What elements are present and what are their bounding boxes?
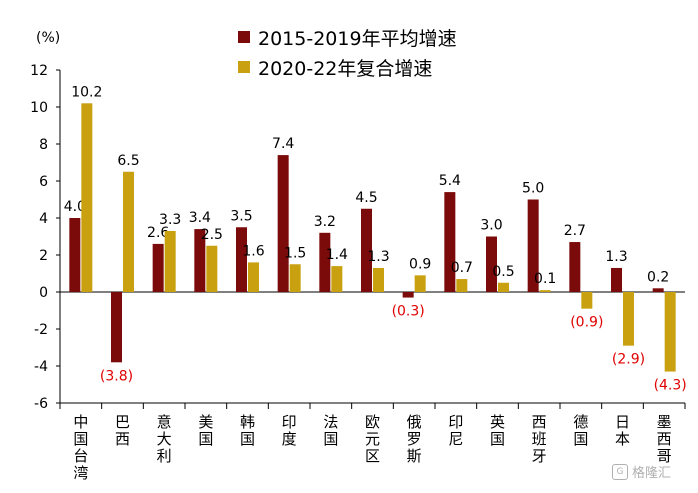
bar-s2-0 — [81, 103, 93, 292]
bar-s1-12 — [569, 242, 581, 292]
legend-label-series-1: 2015-2019年平均增速 — [258, 27, 457, 50]
bar-s1-6 — [319, 232, 331, 292]
x-category-label-10: 英国 — [490, 413, 505, 448]
data-label-s1-10: 3.0 — [480, 218, 502, 234]
y-axis-unit: (%) — [36, 30, 61, 46]
bar-s1-10 — [486, 236, 497, 292]
x-category-label-3: 美国 — [198, 413, 213, 448]
bar-s1-4 — [236, 227, 247, 292]
bar-s2-8 — [414, 275, 426, 292]
y-tick-label-4: 4 — [39, 211, 48, 227]
y-tick-label-5: 2 — [39, 248, 48, 264]
data-label-s2-3: 2.5 — [201, 227, 223, 243]
bar-s2-13 — [623, 292, 634, 346]
legend-swatch-series-1 — [238, 31, 250, 43]
x-category-label-4: 韩国 — [240, 413, 255, 448]
data-label-s1-9: 5.4 — [439, 173, 461, 189]
data-label-s1-12: 2.7 — [564, 223, 586, 239]
data-label-s2-13: (2.9) — [612, 352, 645, 368]
bar-s1-1 — [111, 292, 122, 363]
bar-s2-2 — [164, 230, 176, 292]
bar-s1-7 — [361, 208, 372, 292]
bar-s2-9 — [456, 279, 468, 292]
x-category-label-6: 法国 — [323, 413, 338, 448]
x-category-label-7: 欧元区 — [365, 413, 380, 465]
bar-s2-4 — [248, 262, 259, 292]
data-label-s2-8: 0.9 — [409, 256, 431, 272]
data-label-s1-7: 4.5 — [355, 190, 377, 206]
y-tick-label-7: -2 — [34, 322, 48, 338]
y-tick-label-2: 8 — [39, 137, 48, 153]
data-label-s1-6: 3.2 — [314, 214, 336, 230]
bar-s1-2 — [152, 243, 164, 292]
x-category-label-8: 俄罗斯 — [407, 413, 422, 465]
bar-s2-11 — [539, 290, 551, 292]
data-label-s1-14: 0.2 — [647, 269, 669, 285]
data-label-s2-4: 1.6 — [242, 243, 264, 259]
x-category-label-13: 日本 — [615, 413, 630, 448]
x-category-label-0: 中国台湾 — [73, 413, 88, 482]
data-label-s1-5: 7.4 — [272, 136, 294, 152]
data-label-s2-9: 0.7 — [451, 260, 473, 276]
data-label-s1-2: 2.6 — [147, 225, 169, 241]
bar-s1-8 — [402, 292, 414, 298]
y-tick-label-0: 12 — [30, 63, 48, 79]
data-label-s2-14: (4.3) — [654, 378, 687, 394]
y-tick-label-8: -4 — [34, 359, 48, 375]
data-label-s2-2: 3.3 — [159, 212, 181, 228]
x-category-label-11: 西班牙 — [532, 413, 547, 465]
data-label-s1-0: 4.0 — [64, 199, 86, 215]
bar-s1-0 — [69, 218, 81, 292]
data-label-s2-10: 0.5 — [492, 264, 514, 280]
bar-s2-5 — [289, 264, 301, 292]
data-label-s1-1: (3.8) — [100, 368, 133, 384]
x-category-label-12: 德国 — [573, 413, 588, 448]
data-label-s2-0: 10.2 — [71, 84, 102, 100]
bar-s2-7 — [373, 267, 384, 292]
legend-swatch-series-2 — [238, 61, 250, 73]
bar-s2-1 — [123, 171, 134, 292]
legend-label-series-2: 2020-22年复合增速 — [258, 57, 433, 80]
y-tick-label-3: 6 — [39, 174, 48, 190]
bar-s2-14 — [664, 292, 676, 372]
bar-s1-13 — [611, 267, 622, 292]
y-tick-label-9: -6 — [34, 396, 48, 412]
data-label-s1-3: 3.4 — [189, 210, 211, 226]
legend: 2015-2019年平均增速 2020-22年复合增速 — [238, 22, 457, 82]
bar-s2-10 — [498, 282, 509, 292]
bar-s1-11 — [527, 199, 539, 292]
data-label-s1-4: 3.5 — [230, 208, 252, 224]
bar-s2-6 — [331, 266, 343, 292]
data-label-s2-1: 6.5 — [117, 153, 139, 169]
bar-s1-5 — [277, 155, 289, 292]
y-tick-label-1: 10 — [30, 100, 48, 116]
data-label-s1-11: 5.0 — [522, 181, 544, 197]
data-label-s2-7: 1.3 — [367, 249, 389, 265]
data-label-s2-11: 0.1 — [534, 271, 556, 287]
bar-s1-3 — [194, 229, 206, 292]
legend-item-series-2: 2020-22年复合增速 — [238, 52, 457, 82]
bar-s2-12 — [581, 292, 593, 309]
x-category-label-9: 印尼 — [448, 413, 463, 448]
y-tick-label-6: 0 — [39, 285, 48, 301]
watermark-text: 格隆汇 — [632, 466, 672, 481]
data-label-s1-13: 1.3 — [605, 249, 627, 265]
data-label-s1-8: (0.3) — [392, 304, 425, 320]
x-category-label-2: 意大利 — [157, 413, 172, 465]
data-label-s2-5: 1.5 — [284, 245, 306, 261]
data-label-s2-12: (0.9) — [570, 315, 603, 331]
data-label-s2-6: 1.4 — [326, 247, 348, 263]
bar-s1-9 — [444, 192, 456, 292]
x-category-label-1: 巴西 — [115, 413, 130, 448]
bar-s1-14 — [652, 288, 664, 292]
x-category-label-14: 墨西哥 — [657, 413, 672, 465]
watermark: G 格隆汇 — [612, 462, 671, 481]
x-category-label-5: 印度 — [282, 413, 297, 448]
glh-logo-icon: G — [612, 463, 628, 480]
legend-item-series-1: 2015-2019年平均增速 — [238, 22, 457, 52]
bar-s2-3 — [206, 245, 218, 292]
